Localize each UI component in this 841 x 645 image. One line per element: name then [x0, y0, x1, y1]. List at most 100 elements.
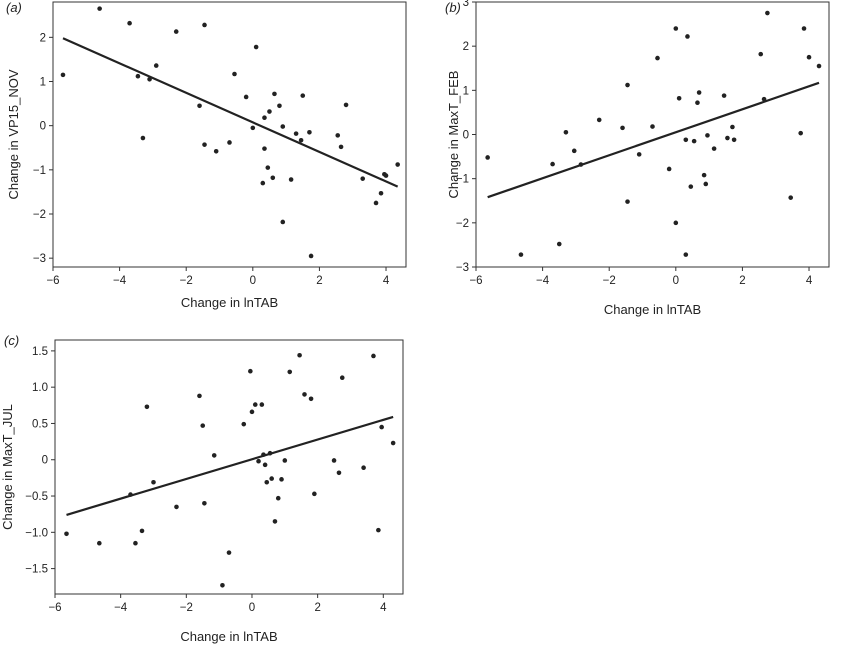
data-point	[64, 531, 69, 537]
chart-panel-2: (b) −6 −4 −2 0 2 4 −3 −2 −1 0 1 2 3 Change in lnTAB Cha…	[445, 0, 830, 317]
y-tick-label: −3	[33, 253, 46, 265]
y-tick-label: −1	[456, 174, 469, 186]
data-point	[379, 424, 384, 430]
data-point	[220, 582, 225, 588]
plot-frame	[52, 1, 407, 268]
data-point	[761, 96, 767, 102]
y-tick-label: −2	[456, 218, 469, 230]
data-point	[371, 353, 376, 359]
data-point	[730, 124, 735, 130]
data-point	[287, 369, 293, 375]
y-axis-title: Change in MaxT_JUL	[0, 404, 15, 530]
regression-line	[487, 81, 820, 199]
x-axis-title: Change in lnTAB	[604, 302, 701, 317]
data-point	[250, 125, 256, 131]
data-point	[269, 476, 274, 481]
data-point	[691, 138, 697, 144]
data-point	[302, 392, 307, 397]
data-point	[625, 82, 630, 88]
data-point	[147, 76, 152, 82]
data-point	[227, 140, 232, 145]
data-point	[200, 423, 206, 428]
data-point	[703, 181, 709, 187]
x-tick-label: −6	[46, 275, 59, 287]
data-point	[556, 241, 562, 247]
data-point	[213, 148, 219, 154]
data-point	[275, 495, 281, 501]
regression-line	[62, 37, 399, 188]
chart-panel-3: (c) −6 −4 −2 0 2 4 −1.5 −1.0 −0.5 0 0.5 1.0 1.5 Change…	[0, 333, 404, 644]
data-point	[798, 130, 803, 136]
y-tick-label: 0	[40, 121, 46, 133]
data-point	[272, 519, 278, 524]
data-point	[685, 34, 690, 39]
data-point	[801, 26, 807, 31]
data-point	[578, 162, 584, 167]
data-point	[361, 465, 366, 471]
data-point	[262, 146, 267, 151]
x-tick-label: −4	[536, 275, 550, 287]
data-point	[312, 491, 317, 497]
data-point	[701, 172, 707, 178]
data-point	[620, 125, 625, 131]
data-point	[806, 54, 812, 60]
data-point	[253, 44, 259, 50]
x-tick-label: 2	[316, 275, 322, 287]
data-point	[202, 500, 207, 506]
data-point	[335, 133, 341, 138]
data-point	[226, 550, 232, 555]
data-point	[288, 177, 294, 182]
data-point	[758, 51, 764, 57]
data-point	[673, 220, 679, 226]
data-point	[816, 63, 822, 69]
data-point	[711, 146, 717, 151]
x-tick-label: 4	[380, 602, 387, 614]
data-point	[676, 95, 682, 101]
data-point	[331, 458, 337, 463]
data-point	[265, 165, 271, 170]
data-point	[97, 6, 102, 11]
data-point	[127, 20, 132, 26]
y-tick-label: −1.0	[25, 527, 48, 539]
data-point	[256, 458, 261, 464]
data-point	[338, 144, 344, 150]
chart-panel-1: (a) −6 −4 −2 0 2 4 −3 −2 −1 0 1 2 Change in lnTAB Chan…	[6, 0, 407, 310]
x-tick-label: −2	[180, 275, 193, 287]
data-point	[721, 93, 727, 98]
y-tick-label: −1.5	[25, 564, 48, 576]
x-tick-label: 0	[673, 275, 679, 287]
data-point	[139, 528, 145, 534]
y-tick-label: −3	[456, 262, 469, 274]
data-point	[133, 540, 138, 546]
y-axis-title: Change in MaxT_FEB	[446, 71, 461, 199]
data-point	[666, 166, 672, 172]
x-tick-label: −4	[114, 602, 128, 614]
data-point	[297, 352, 302, 358]
data-point	[264, 479, 270, 485]
y-tick-label: 2	[40, 32, 46, 44]
regression-line	[66, 415, 394, 516]
data-point	[197, 103, 202, 109]
data-point	[248, 368, 253, 374]
y-tick-label: 1.5	[32, 346, 48, 358]
data-point	[272, 91, 277, 97]
y-tick-label: 1	[463, 85, 469, 97]
data-point	[650, 124, 655, 129]
data-point	[336, 470, 342, 476]
y-tick-label: 0.5	[32, 418, 48, 430]
y-tick-label: −1	[33, 165, 46, 177]
data-point	[550, 161, 555, 167]
panel-label: (c)	[4, 333, 19, 348]
data-point	[140, 135, 146, 141]
data-point	[252, 402, 258, 407]
data-point	[262, 462, 268, 468]
data-point	[267, 450, 273, 456]
y-tick-label: −2	[33, 209, 46, 221]
data-point	[485, 155, 490, 160]
data-point	[282, 458, 288, 463]
data-point	[241, 421, 247, 427]
data-point	[298, 137, 304, 143]
data-point	[262, 115, 267, 121]
data-point	[153, 63, 159, 68]
